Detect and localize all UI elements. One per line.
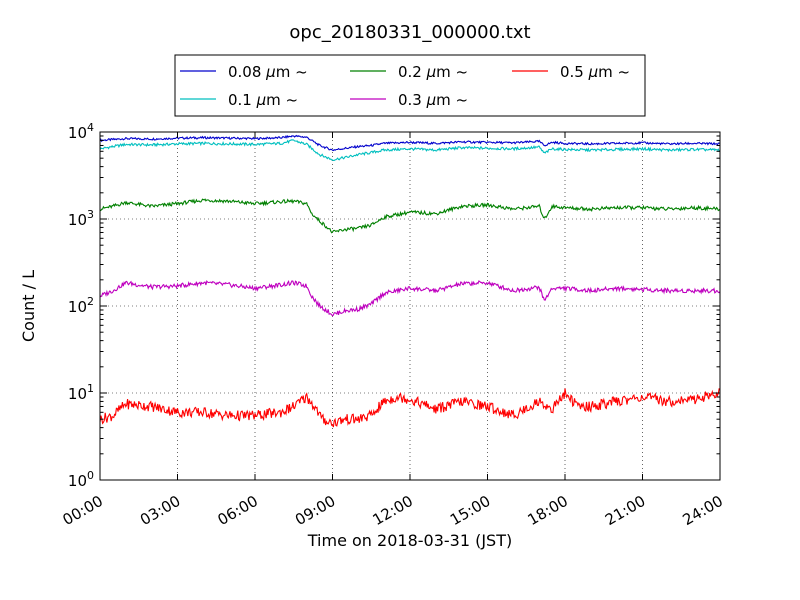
axis-ticks bbox=[99, 131, 721, 481]
y-tick-labels: 100 101 102 103 104 bbox=[68, 121, 94, 490]
x-tick-label: 06:00 bbox=[215, 492, 261, 529]
x-tick-label: 00:00 bbox=[60, 492, 106, 529]
legend-label-0.1: 0.1 μm ~ bbox=[228, 91, 298, 109]
x-tick-label: 09:00 bbox=[292, 492, 338, 529]
series-line-0.5 bbox=[99, 388, 721, 428]
grid-lines bbox=[100, 132, 720, 480]
x-tick-label: 21:00 bbox=[602, 492, 648, 529]
y-tick-label: 104 bbox=[68, 121, 94, 142]
series-line-0.3 bbox=[99, 279, 721, 317]
series-line-0.1 bbox=[99, 139, 721, 162]
x-tick-label: 24:00 bbox=[680, 492, 726, 529]
series-line-0.08 bbox=[99, 134, 720, 152]
legend-box bbox=[174, 54, 646, 117]
x-tick-label: 12:00 bbox=[370, 492, 416, 529]
x-tick-label: 18:00 bbox=[525, 492, 571, 529]
legend-label-0.2: 0.2 μm ~ bbox=[398, 63, 468, 81]
y-axis-label: Count / L bbox=[19, 270, 38, 342]
y-tick-label: 103 bbox=[68, 208, 94, 229]
legend: 0.08 μm ~ 0.1 μm ~ 0.2 μm ~ 0.3 μm ~ 0.5 μm … bbox=[174, 54, 646, 117]
legend-label-0.3: 0.3 μm ~ bbox=[398, 91, 468, 109]
x-tick-labels: 00:00 03:00 06:00 09:00 12:00 15:00 18:00 21:00… bbox=[60, 492, 726, 529]
y-tick-label: 102 bbox=[68, 295, 94, 316]
series-line-0.2 bbox=[99, 198, 721, 234]
legend-label-0.5: 0.5 μm ~ bbox=[560, 63, 630, 81]
chart-title: opc_20180331_000000.txt bbox=[289, 22, 530, 43]
y-tick-label: 100 bbox=[68, 469, 94, 490]
series-lines bbox=[99, 134, 721, 428]
y-tick-label: 101 bbox=[68, 382, 94, 403]
legend-label-0.08: 0.08 μm ~ bbox=[228, 63, 308, 81]
x-tick-label: 15:00 bbox=[447, 492, 493, 529]
x-axis-label: Time on 2018-03-31 (JST) bbox=[307, 531, 512, 550]
x-tick-label: 03:00 bbox=[137, 492, 183, 529]
